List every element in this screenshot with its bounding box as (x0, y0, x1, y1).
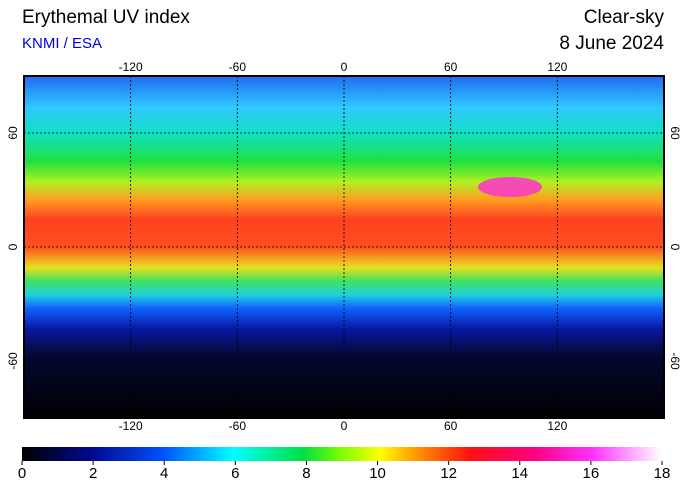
lon-label-bottom: 0 (341, 419, 348, 433)
source: KNMI / ESA (22, 35, 102, 52)
lat-label-left: 0 (6, 243, 20, 250)
uv-maximum (478, 177, 542, 197)
colorbar-label: 6 (231, 465, 239, 482)
lat-label-right: -60 (668, 352, 682, 370)
colorbar-label: 8 (302, 465, 310, 482)
lon-label-top: -60 (229, 60, 247, 74)
colorbar-label: 4 (160, 465, 168, 482)
colorbar-label: 10 (369, 465, 386, 482)
lon-label-top: -120 (119, 60, 143, 74)
graticule (24, 76, 664, 418)
lat-label-left: 60 (6, 126, 20, 140)
colorbar-label: 18 (654, 465, 671, 482)
lon-label-top: 0 (341, 60, 348, 74)
lon-label-bottom: 120 (547, 419, 567, 433)
colorbar (22, 447, 662, 461)
lon-label-top: 120 (547, 60, 567, 74)
lat-label-left: -60 (6, 352, 20, 370)
colorbar-label: 0 (18, 465, 26, 482)
colorbar-label: 16 (583, 465, 600, 482)
map-frame (23, 75, 665, 419)
lon-label-top: 60 (444, 60, 458, 74)
lon-label-bottom: 60 (444, 419, 458, 433)
lon-label-bottom: -120 (119, 419, 143, 433)
condition: Clear-sky (584, 7, 665, 28)
date: 8 June 2024 (559, 33, 664, 54)
lat-label-right: 60 (668, 126, 682, 140)
colorbar-label: 2 (89, 465, 97, 482)
colorbar-label: 12 (440, 465, 457, 482)
lat-label-right: 0 (668, 244, 682, 251)
lon-label-bottom: -60 (229, 419, 247, 433)
title: Erythemal UV index (22, 7, 190, 28)
tick-labels: -120 -120 -60 -60 0 0 60 60 120 120 60 60 0 0 -60 -60 0 2… (6, 60, 682, 482)
colorbar-label: 14 (511, 465, 528, 482)
